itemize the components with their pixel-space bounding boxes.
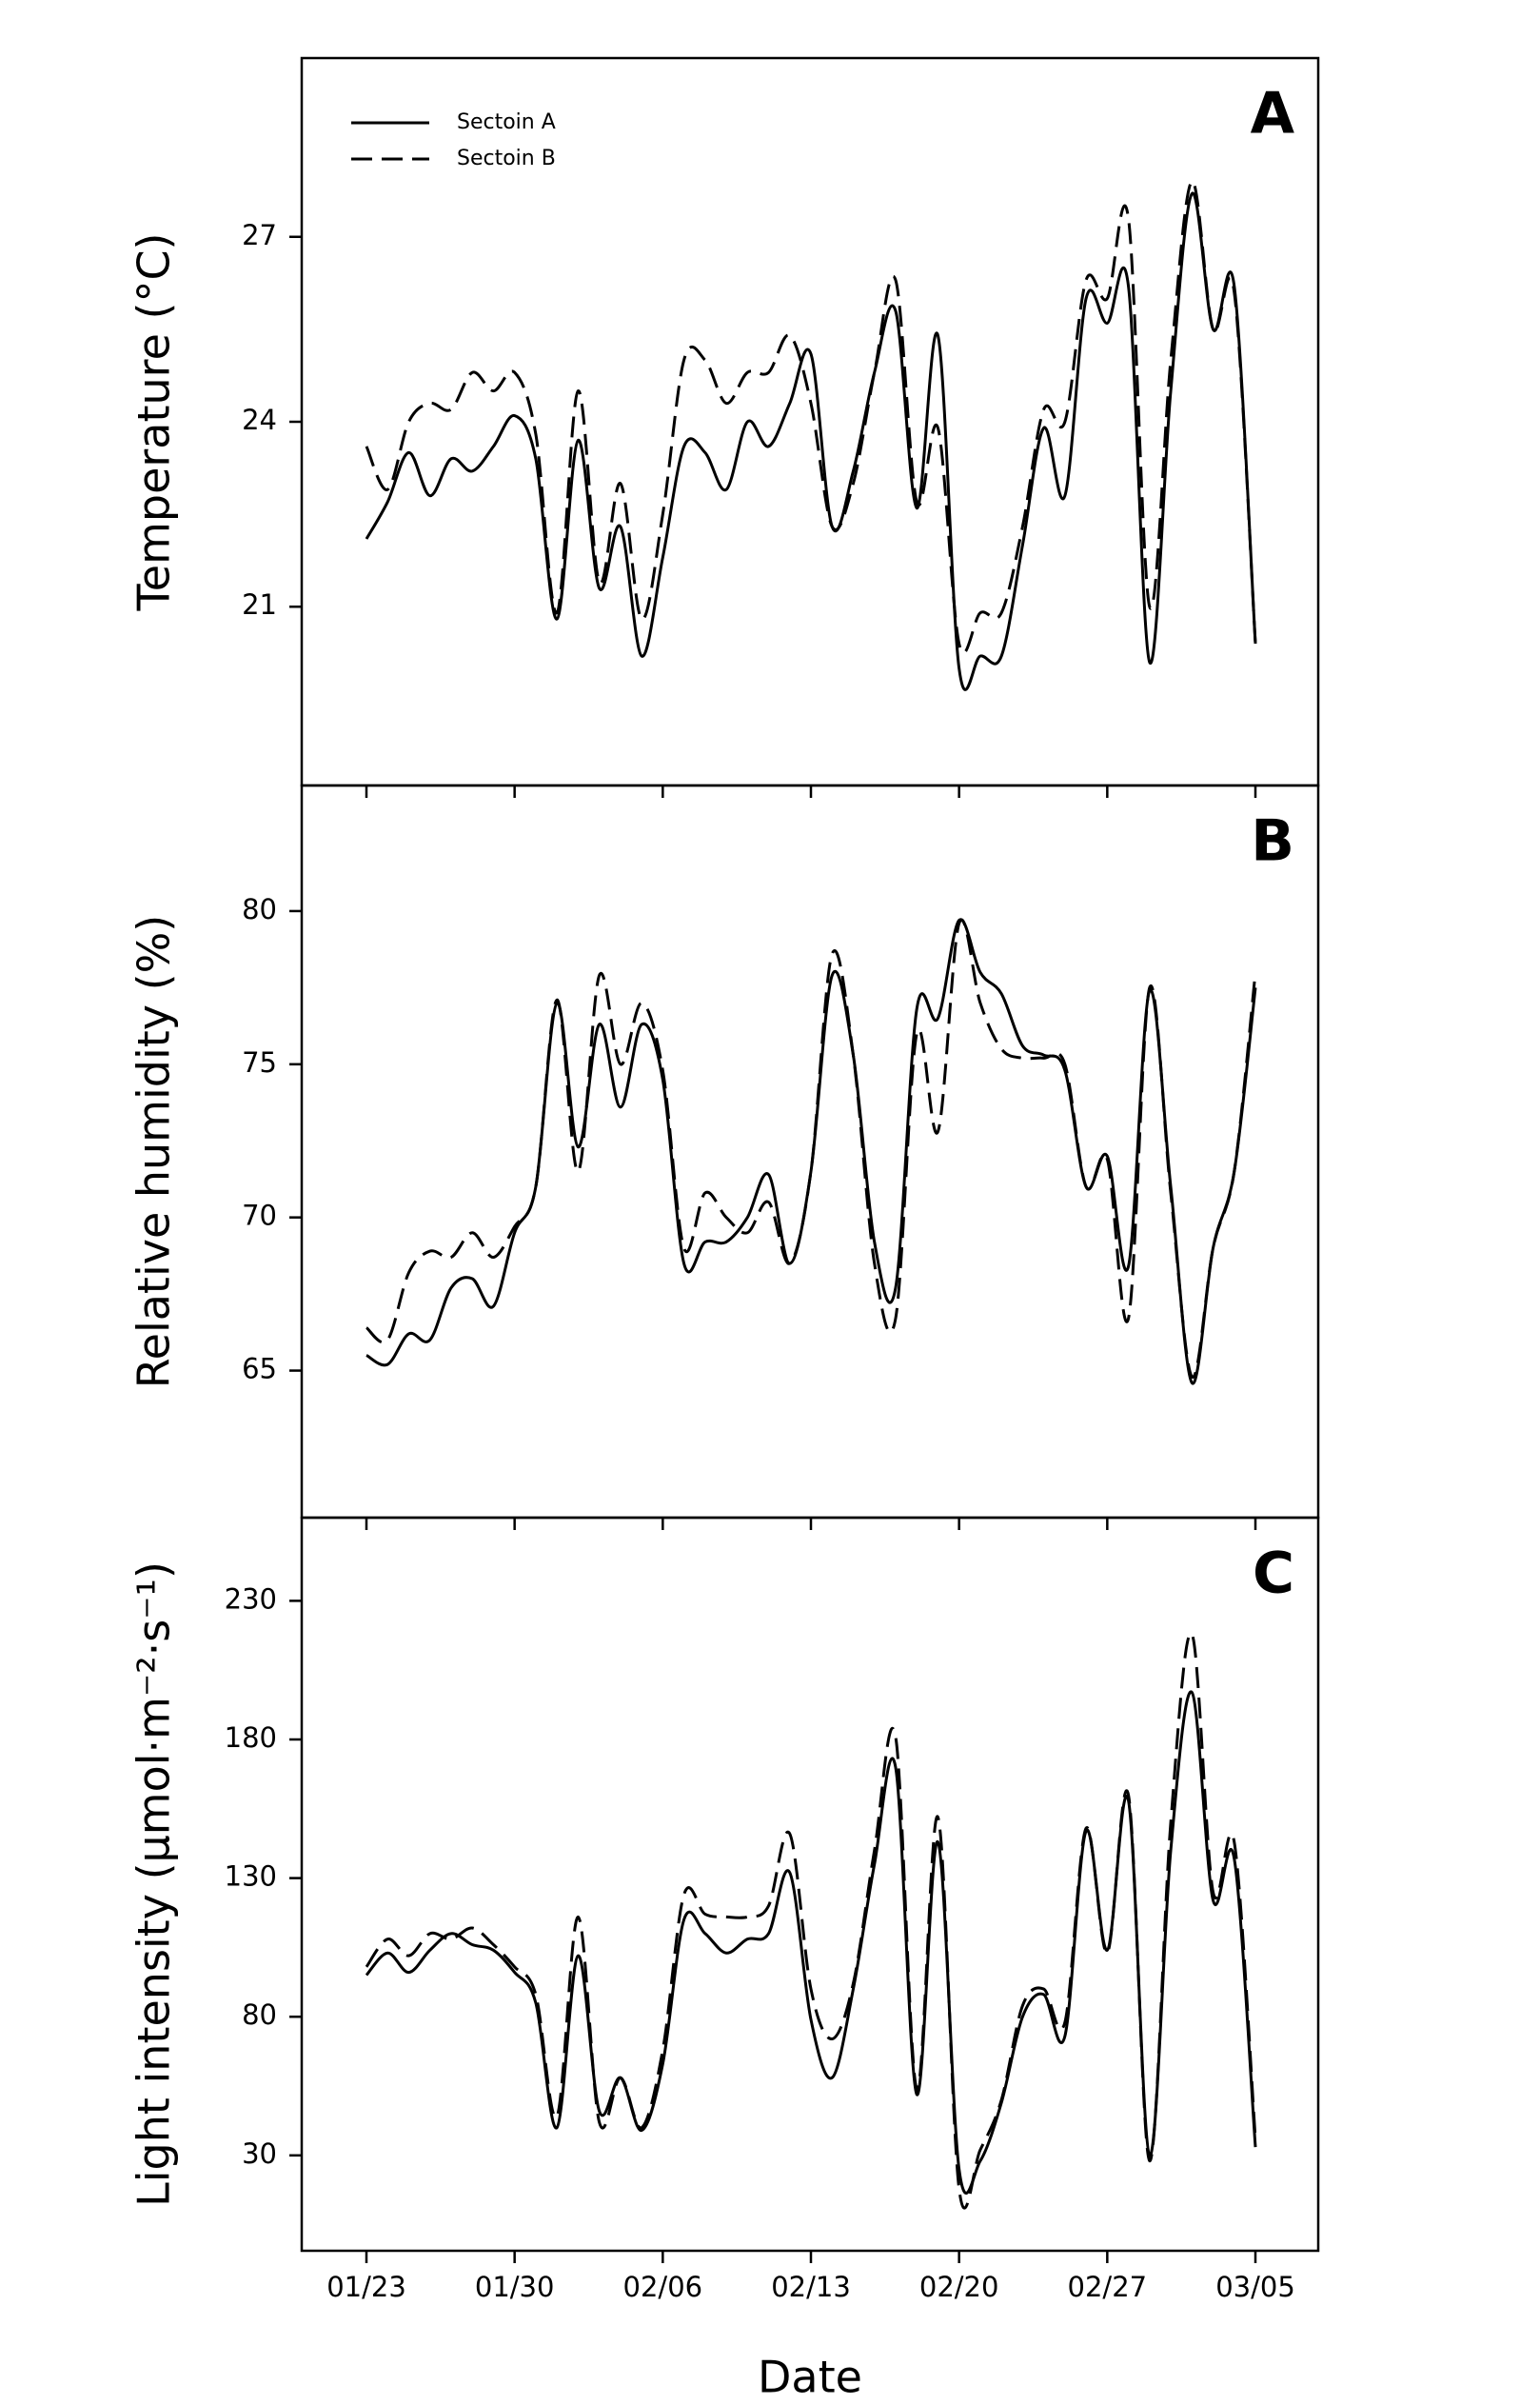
x-tick-label: 03/05 <box>1215 2271 1295 2303</box>
y-tick-label: 30 <box>242 2137 277 2170</box>
x-tick-label: 02/20 <box>919 2271 999 2303</box>
y-tick-label: 80 <box>242 893 277 925</box>
panel-frame <box>300 56 1320 787</box>
x-tick-label: 02/13 <box>771 2271 851 2303</box>
y-axis-title: Temperature (°C) <box>128 232 180 611</box>
y-tick-label: 24 <box>242 404 277 436</box>
panel-frame <box>300 784 1320 1520</box>
y-tick-label: 130 <box>225 1860 277 1893</box>
data-line <box>365 179 1257 655</box>
y-tick-label: 65 <box>242 1353 277 1385</box>
legend-label: Sectoin B <box>457 147 556 170</box>
x-axis-title: Date <box>758 2352 862 2403</box>
x-tick-label: 01/23 <box>326 2271 406 2303</box>
y-axis-title: Light intensity (μmol·m⁻²·s⁻¹) <box>128 1561 180 2207</box>
y-tick-label: 180 <box>225 1721 277 1754</box>
data-line <box>365 1632 1257 2210</box>
data-line <box>365 1690 1257 2196</box>
y-tick-label: 75 <box>242 1046 277 1079</box>
data-line <box>365 191 1257 691</box>
y-tick-label: 27 <box>242 219 277 251</box>
panel-letter: B <box>1251 808 1294 875</box>
y-tick-label: 80 <box>242 1998 277 2031</box>
y-tick-label: 70 <box>242 1200 277 1232</box>
x-tick-label: 01/30 <box>475 2271 555 2303</box>
x-tick-label: 02/06 <box>623 2271 703 2303</box>
y-tick-label: 230 <box>225 1582 277 1615</box>
panel-letter: A <box>1251 81 1295 148</box>
y-axis-title: Relative humidity (%) <box>128 915 180 1389</box>
y-tick-label: 21 <box>242 588 277 621</box>
x-tick-label: 02/27 <box>1068 2271 1148 2303</box>
legend-label: Sectoin A <box>457 110 556 134</box>
data-line <box>365 918 1257 1385</box>
panel-letter: C <box>1253 1540 1294 1607</box>
data-line <box>365 918 1257 1379</box>
